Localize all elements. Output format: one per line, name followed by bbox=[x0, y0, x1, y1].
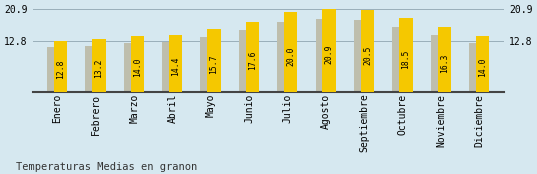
Text: 14.0: 14.0 bbox=[133, 57, 142, 77]
Bar bbox=[316, 19, 330, 92]
Bar bbox=[284, 12, 297, 92]
Text: 14.4: 14.4 bbox=[171, 57, 180, 76]
Bar bbox=[54, 41, 67, 92]
Text: Temperaturas Medias en granon: Temperaturas Medias en granon bbox=[16, 162, 198, 172]
Text: 12.8: 12.8 bbox=[56, 60, 65, 79]
Bar bbox=[124, 43, 139, 92]
Bar bbox=[207, 29, 221, 92]
Text: 16.3: 16.3 bbox=[440, 53, 449, 73]
Bar bbox=[239, 30, 253, 92]
Bar bbox=[162, 42, 177, 92]
Bar bbox=[130, 36, 144, 92]
Text: 20.9: 20.9 bbox=[325, 45, 333, 64]
Bar bbox=[354, 20, 369, 92]
Text: 14.0: 14.0 bbox=[478, 57, 487, 77]
Bar bbox=[277, 22, 292, 92]
Text: 13.2: 13.2 bbox=[95, 59, 104, 78]
Text: 15.7: 15.7 bbox=[209, 54, 219, 74]
Bar bbox=[399, 18, 412, 92]
Bar bbox=[92, 39, 106, 92]
Text: 20.0: 20.0 bbox=[286, 46, 295, 66]
Bar bbox=[393, 27, 407, 92]
Bar bbox=[322, 9, 336, 92]
Text: 18.5: 18.5 bbox=[401, 49, 410, 69]
Bar bbox=[85, 46, 100, 92]
Bar bbox=[169, 35, 183, 92]
Bar bbox=[47, 47, 62, 92]
Bar bbox=[469, 43, 484, 92]
Bar bbox=[438, 27, 451, 92]
Text: 17.6: 17.6 bbox=[248, 51, 257, 70]
Bar bbox=[476, 36, 489, 92]
Bar bbox=[200, 37, 215, 92]
Bar bbox=[361, 10, 374, 92]
Text: 20.5: 20.5 bbox=[363, 46, 372, 65]
Bar bbox=[245, 22, 259, 92]
Bar bbox=[431, 35, 446, 92]
